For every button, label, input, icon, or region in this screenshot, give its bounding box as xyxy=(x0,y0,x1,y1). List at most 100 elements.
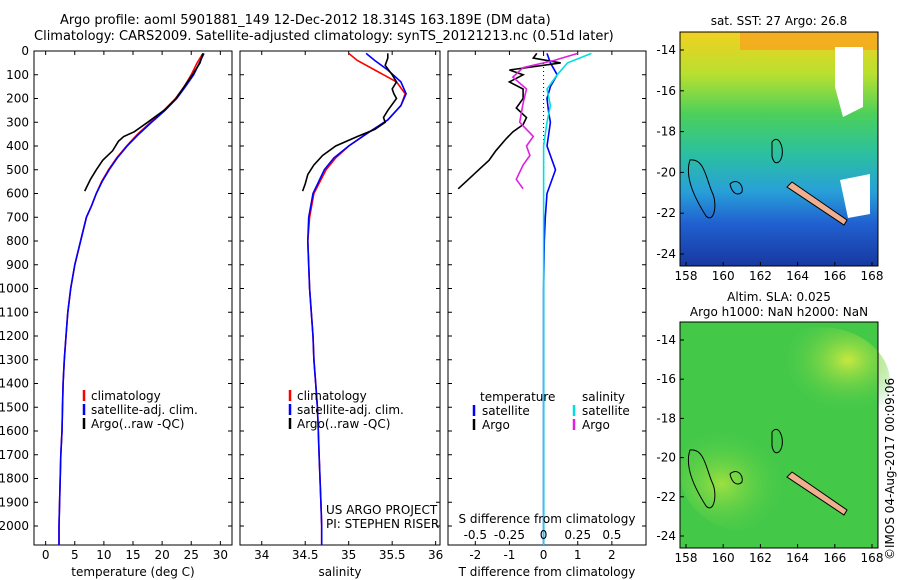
map-y-tick-label: -22 xyxy=(656,490,676,504)
x-tick-label: 34.5 xyxy=(292,548,319,562)
x-tick-label: 10 xyxy=(96,548,111,562)
depth-tick-label: 900 xyxy=(6,258,29,272)
legend-header-temperature: temperature xyxy=(480,390,555,404)
top-axis-label: S difference from climatology xyxy=(459,512,636,526)
x-tick-label: -1 xyxy=(503,548,515,562)
map-x-tick-label: 168 xyxy=(861,551,884,565)
map-y-tick-label: -14 xyxy=(656,43,676,57)
reef-outline xyxy=(688,159,716,219)
depth-tick-label: 500 xyxy=(6,163,29,177)
map-y-tick-label: -20 xyxy=(656,165,676,179)
series-line xyxy=(306,52,407,545)
no-data-patch xyxy=(840,174,870,218)
x-tick-label: 30 xyxy=(213,548,228,562)
map-y-tick-label: -18 xyxy=(656,411,676,425)
series-line xyxy=(83,53,204,192)
x-tick-label: 34 xyxy=(254,548,269,562)
title-line-1: Argo profile: aoml 5901881_149 12-Dec-20… xyxy=(60,13,551,28)
map-x-tick-label: 158 xyxy=(675,551,698,565)
series-line xyxy=(511,52,578,190)
x-tick-label: 36 xyxy=(428,548,443,562)
legend-label: Argo(..raw -QC) xyxy=(297,417,390,431)
top-tick-label: 0.25 xyxy=(564,528,591,542)
map-y-tick-label: -24 xyxy=(656,529,676,543)
map-y-tick-label: -16 xyxy=(656,372,676,386)
legend-label: satellite-adj. clim. xyxy=(91,403,198,417)
map-x-tick-label: 158 xyxy=(675,269,698,283)
x-tick-label: 0 xyxy=(540,548,548,562)
map-x-tick-label: 162 xyxy=(749,269,772,283)
sst-map-title: sat. SST: 27 Argo: 26.8 xyxy=(711,14,848,28)
top-tick-label: -0.25 xyxy=(494,528,525,542)
pi-annotation: PI: STEPHEN RISER xyxy=(326,517,439,531)
map-y-tick-label: -18 xyxy=(656,125,676,139)
legend-label: satellite xyxy=(582,404,630,418)
top-tick-label: -0.5 xyxy=(464,528,487,542)
x-tick-label: 25 xyxy=(184,548,199,562)
title-line-2: Climatology: CARS2009. Satellite-adjuste… xyxy=(34,29,614,44)
map-frame xyxy=(679,31,879,267)
sla-blob xyxy=(680,412,820,532)
reef-outline xyxy=(688,449,716,509)
map-y-tick-label: -20 xyxy=(656,451,676,465)
depth-tick-label: 800 xyxy=(6,234,29,248)
map-2 xyxy=(679,321,890,549)
depth-tick-label: 100 xyxy=(6,68,29,82)
x-axis-label: T difference from climatology xyxy=(458,565,636,579)
depth-tick-label: 200 xyxy=(6,92,29,106)
legend-label: climatology xyxy=(91,389,161,403)
legend-label: Argo xyxy=(482,418,510,432)
depth-tick-label: 1800 xyxy=(0,472,29,486)
map-x-tick-label: 162 xyxy=(749,551,772,565)
map-x-tick-label: 166 xyxy=(823,551,846,565)
depth-tick-label: 1600 xyxy=(0,424,29,438)
credit-text: ©IMOS 04-Aug-2017 00:09:06 xyxy=(883,377,897,560)
x-tick-label: 0 xyxy=(42,548,50,562)
map-y-tick-label: -14 xyxy=(656,333,676,347)
x-tick-label: 35.5 xyxy=(379,548,406,562)
reef-outline xyxy=(771,428,783,454)
depth-tick-label: 1400 xyxy=(0,377,29,391)
warm-band xyxy=(740,32,878,50)
legend-header-salinity: salinity xyxy=(582,390,625,404)
panel-frame-1 xyxy=(33,50,233,546)
x-axis-label: salinity xyxy=(318,565,361,579)
depth-tick-label: 1900 xyxy=(0,495,29,509)
map-x-tick-label: 164 xyxy=(786,551,809,565)
depth-tick-label: 600 xyxy=(6,187,29,201)
depth-tick-label: 1100 xyxy=(0,305,29,319)
x-tick-label: 15 xyxy=(125,548,140,562)
series-line xyxy=(301,53,398,192)
legend-label: Argo xyxy=(582,418,610,432)
depth-tick-label: 1000 xyxy=(0,282,29,296)
x-tick-label: 20 xyxy=(154,548,169,562)
x-tick-label: 5 xyxy=(71,548,79,562)
x-tick-label: -2 xyxy=(469,548,481,562)
reef-outline xyxy=(729,471,743,485)
legend-label: satellite-adj. clim. xyxy=(297,403,404,417)
x-tick-label: 35 xyxy=(341,548,356,562)
map-x-tick-label: 166 xyxy=(823,269,846,283)
map-x-tick-label: 160 xyxy=(712,269,735,283)
map-x-tick-label: 168 xyxy=(861,269,884,283)
legend-label: satellite xyxy=(482,404,530,418)
depth-tick-label: 1200 xyxy=(0,329,29,343)
depth-tick-label: 1700 xyxy=(0,448,29,462)
top-tick-label: 0 xyxy=(540,528,548,542)
map-y-tick-label: -24 xyxy=(656,247,676,261)
map-x-tick-label: 160 xyxy=(712,551,735,565)
no-data-patch xyxy=(835,47,863,117)
new-caledonia-island xyxy=(786,471,848,516)
map-frame xyxy=(679,321,879,549)
sla-map-title-1: Altim. SLA: 0.025 xyxy=(727,290,831,304)
reef-outline xyxy=(729,181,743,195)
depth-tick-label: 400 xyxy=(6,139,29,153)
panel-frame-3 xyxy=(447,50,647,546)
x-axis-label: temperature (deg C) xyxy=(71,565,194,579)
map-1 xyxy=(679,31,879,267)
legend-label: Argo(..raw -QC) xyxy=(91,417,184,431)
depth-tick-label: 0 xyxy=(21,44,29,58)
depth-tick-label: 1500 xyxy=(0,400,29,414)
